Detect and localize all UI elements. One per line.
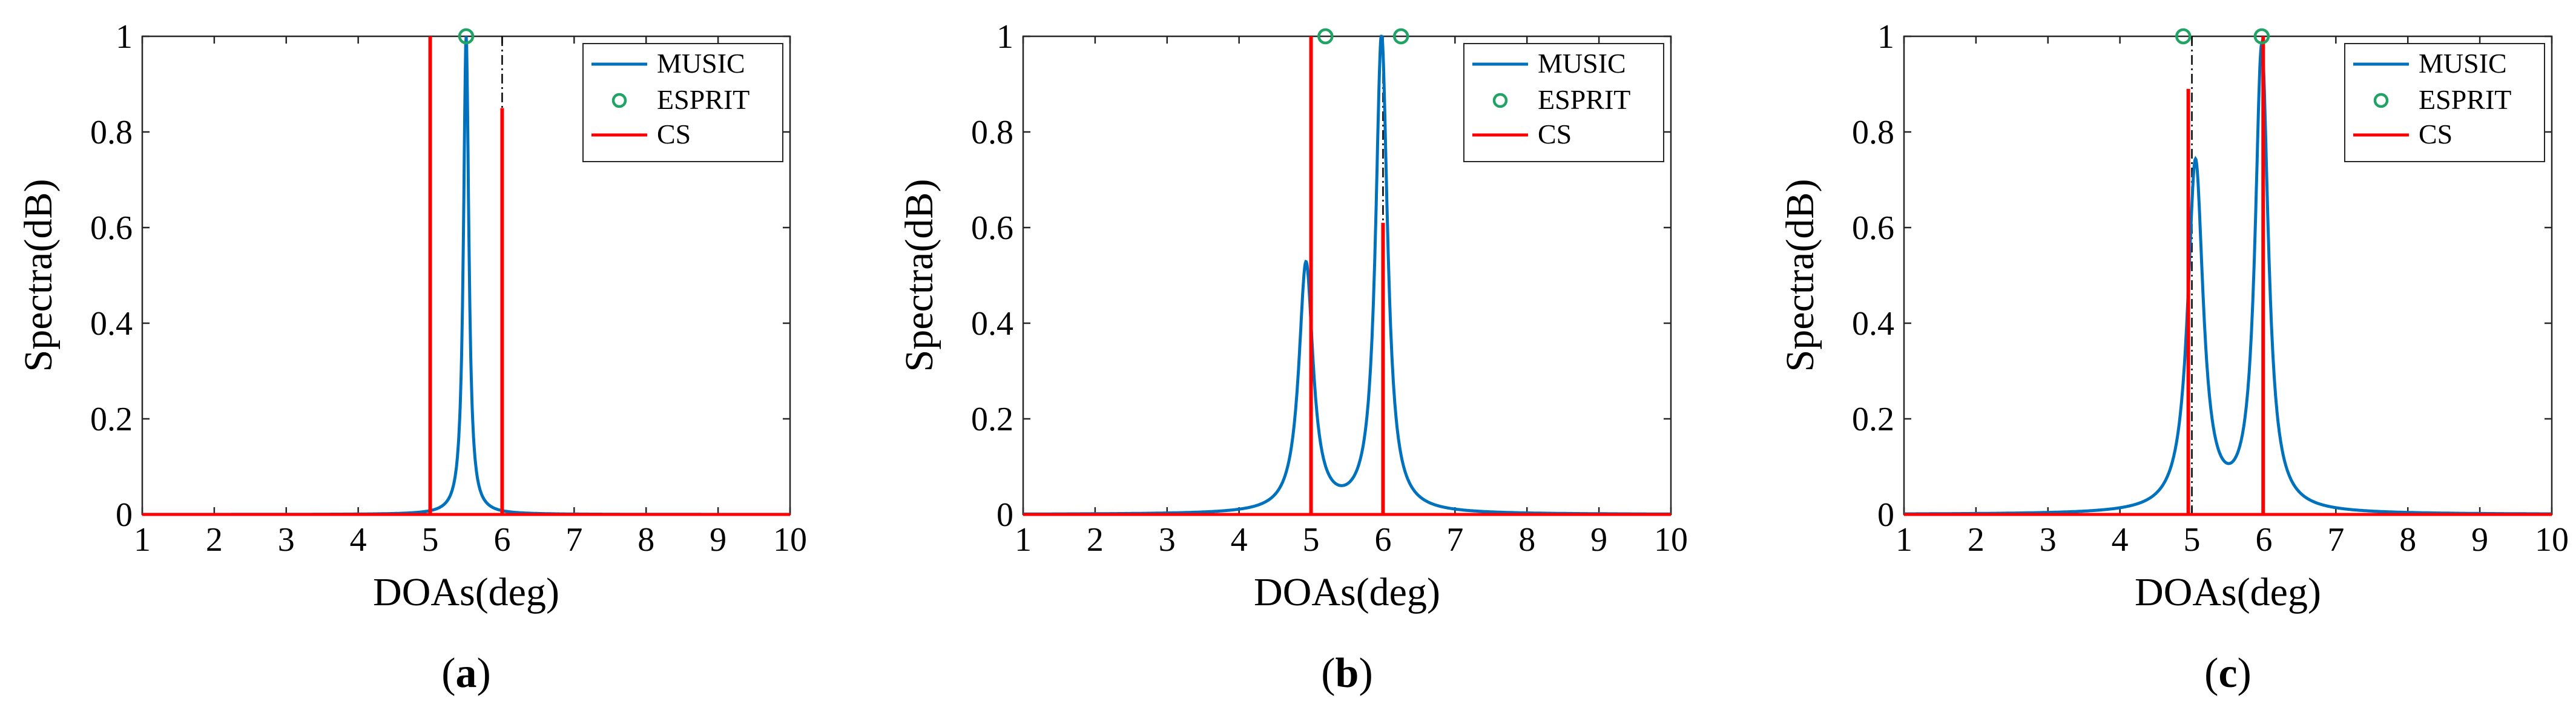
- x-tick-label: 5: [422, 521, 439, 559]
- x-tick-label: 9: [1590, 521, 1607, 559]
- caption-open-paren: (: [1321, 650, 1335, 697]
- x-tick-label: 4: [1231, 521, 1248, 559]
- x-tick-label: 9: [710, 521, 726, 559]
- x-tick-label: 2: [206, 521, 223, 559]
- y-tick-label: 0: [116, 496, 133, 534]
- y-tick-label: 0.8: [971, 114, 1013, 151]
- y-tick-label: 0.8: [1852, 114, 1894, 151]
- x-tick-label: 6: [1374, 521, 1391, 559]
- y-axis-label: Spectra(dB): [16, 179, 61, 372]
- legend-music-label: MUSIC: [1538, 48, 1626, 79]
- legend-esprit-swatch: [1492, 93, 1508, 108]
- x-tick-label: 3: [278, 521, 295, 559]
- x-tick-label: 2: [1968, 521, 1985, 559]
- y-tick-label: 0: [1877, 496, 1894, 534]
- x-tick-label: 5: [2184, 521, 2201, 559]
- x-tick-label: 7: [565, 521, 582, 559]
- caption-close-paren: ): [477, 650, 491, 697]
- x-tick-label: 6: [2255, 521, 2272, 559]
- caption-letter: b: [1336, 650, 1359, 697]
- y-tick-label: 0.4: [1852, 305, 1894, 343]
- legend: MUSIC ESPRIT CS: [1463, 43, 1664, 162]
- y-axis-label: Spectra(dB): [897, 179, 941, 372]
- caption-letter: c: [2218, 650, 2237, 697]
- chart-panel-b: 1 2 3 4 5 6 7 8 9 10 0 0.2 0.4 0.6 0.8 1 DOAs(deg) Spectr…: [897, 18, 1688, 697]
- x-axis-label: DOAs(deg): [373, 570, 559, 614]
- x-tick-label: 3: [2040, 521, 2057, 559]
- y-tick-label: 1: [116, 18, 133, 56]
- panel-caption: (b): [1321, 650, 1373, 697]
- x-tick-label: 8: [1518, 521, 1535, 559]
- x-tick-label: 10: [773, 521, 807, 559]
- legend-esprit-swatch: [611, 93, 627, 108]
- x-tick-label: 9: [2471, 521, 2488, 559]
- legend-esprit-label: ESPRIT: [657, 84, 749, 115]
- x-tick-label: 7: [2327, 521, 2344, 559]
- x-tick-label: 4: [350, 521, 367, 559]
- y-tick-label: 0.2: [90, 401, 133, 438]
- legend-esprit-label: ESPRIT: [2419, 84, 2511, 115]
- legend-music-label: MUSIC: [657, 48, 745, 79]
- caption-open-paren: (: [441, 650, 455, 697]
- caption-open-paren: (: [2204, 650, 2218, 697]
- y-tick-label: 0.2: [1852, 401, 1894, 438]
- y-tick-label: 0.8: [90, 114, 133, 151]
- x-tick-label: 10: [2535, 521, 2569, 559]
- x-tick-label: 8: [2399, 521, 2416, 559]
- x-tick-label: 10: [1654, 521, 1688, 559]
- y-tick-label: 0.6: [1852, 209, 1894, 247]
- legend-music-label: MUSIC: [2419, 48, 2507, 79]
- x-tick-label: 5: [1303, 521, 1320, 559]
- x-tick-label: 4: [2112, 521, 2129, 559]
- legend-cs-label: CS: [657, 119, 691, 149]
- esprit-marker: [2253, 28, 2270, 45]
- caption-close-paren: ): [1359, 650, 1372, 697]
- legend-cs-label: CS: [2419, 119, 2452, 149]
- y-tick-label: 0.4: [90, 305, 133, 343]
- y-tick-label: 1: [996, 18, 1013, 56]
- caption-letter: a: [456, 650, 477, 697]
- x-tick-label: 3: [1159, 521, 1176, 559]
- x-axis-label: DOAs(deg): [2135, 570, 2321, 614]
- legend: MUSIC ESPRIT CS: [2344, 43, 2545, 162]
- x-tick-label: 7: [1446, 521, 1463, 559]
- y-tick-label: 0.4: [971, 305, 1013, 343]
- panel-caption: (c): [2204, 650, 2252, 697]
- legend-esprit-label: ESPRIT: [1538, 84, 1630, 115]
- legend: MUSIC ESPRIT CS: [582, 43, 783, 162]
- esprit-marker: [458, 28, 475, 45]
- x-tick-label: 2: [1087, 521, 1104, 559]
- y-tick-label: 0.2: [971, 401, 1013, 438]
- y-tick-label: 0.6: [90, 209, 133, 247]
- caption-close-paren: ): [2238, 650, 2252, 697]
- x-tick-label: 1: [1896, 521, 1912, 559]
- esprit-marker: [2175, 28, 2192, 45]
- x-tick-label: 8: [637, 521, 654, 559]
- y-tick-label: 1: [1877, 18, 1894, 56]
- y-axis-label: Spectra(dB): [1778, 179, 1822, 372]
- x-axis-label: DOAs(deg): [1254, 570, 1440, 614]
- chart-panel-a: 1 2 3 4 5 6 7 8 9 10 0 0.2 0.4 0.6 0.8 1 DOAs(deg) Spectr…: [16, 18, 807, 697]
- esprit-marker: [1392, 28, 1409, 45]
- chart-panel-c: 1 2 3 4 5 6 7 8 9 10 0 0.2 0.4 0.6 0.8 1 DOAs(deg) Spectr…: [1778, 18, 2569, 697]
- x-tick-label: 1: [134, 521, 151, 559]
- x-tick-label: 1: [1015, 521, 1032, 559]
- legend-esprit-swatch: [2373, 93, 2389, 108]
- legend-cs-label: CS: [1538, 119, 1572, 149]
- panel-caption: (a): [441, 650, 491, 697]
- y-tick-label: 0.6: [971, 209, 1013, 247]
- y-tick-label: 0: [996, 496, 1013, 534]
- x-tick-label: 6: [493, 521, 510, 559]
- esprit-marker: [1317, 28, 1334, 45]
